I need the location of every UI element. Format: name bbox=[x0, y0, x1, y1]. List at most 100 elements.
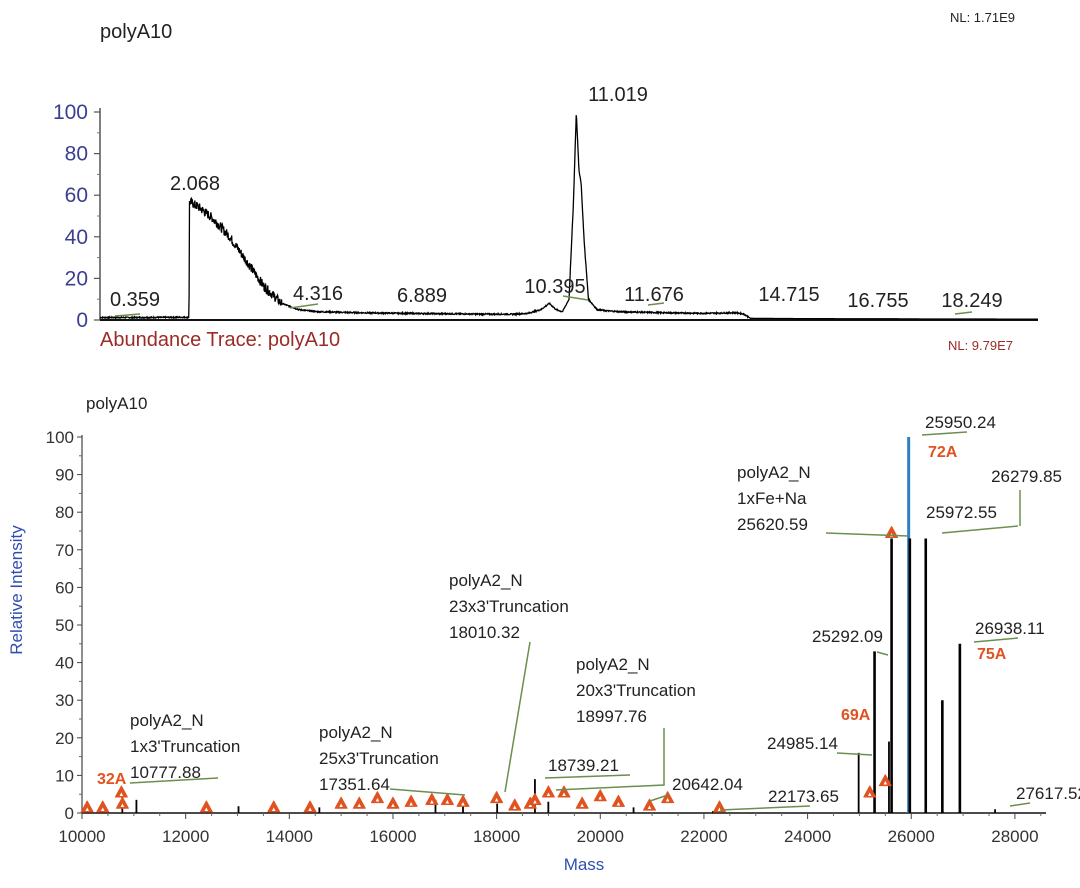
annotation-marker bbox=[404, 794, 418, 807]
annotation-leader-line bbox=[555, 728, 665, 791]
annotation-marker bbox=[643, 798, 657, 811]
annotation-marker bbox=[114, 785, 128, 798]
bottom-y-tick-label: 100 bbox=[46, 428, 74, 447]
top-y-tick-label: 40 bbox=[65, 226, 88, 249]
annotation-marker bbox=[490, 791, 504, 804]
peak-annotation-label: 24985.14 bbox=[767, 734, 838, 753]
marker-glyph: ▲ bbox=[444, 799, 450, 805]
annotation-leader-line bbox=[504, 641, 531, 793]
marker-glyph: ▲ bbox=[356, 803, 362, 809]
marker-glyph: ▲ bbox=[647, 805, 653, 811]
peak-annotation-label: 18739.21 bbox=[548, 756, 619, 775]
marker-glyph: ▲ bbox=[512, 805, 518, 811]
peak-annotation-label: 26938.11 bbox=[975, 619, 1045, 638]
peak-annotation-label: 1xFe+Na bbox=[737, 489, 807, 508]
annotation-marker bbox=[352, 796, 366, 809]
bottom-y-tick-label: 10 bbox=[55, 766, 74, 785]
annotation-marker bbox=[611, 794, 625, 807]
top-y-tick-label: 20 bbox=[65, 267, 88, 290]
annotation-marker bbox=[440, 792, 454, 805]
marker-glyph: ▲ bbox=[119, 803, 125, 809]
peak-annotation-label: polyA2_N bbox=[737, 463, 811, 482]
annotation-marker bbox=[593, 789, 607, 802]
peak-annotation-label: 20642.04 bbox=[672, 775, 743, 794]
annotation-marker bbox=[334, 796, 348, 809]
annotation-marker bbox=[370, 791, 384, 804]
bottom-x-tick-label: 28000 bbox=[991, 827, 1038, 846]
top-y-tick-label: 0 bbox=[76, 309, 88, 332]
marker-glyph: ▲ bbox=[545, 792, 551, 798]
annotation-marker bbox=[96, 800, 110, 813]
marker-glyph: ▲ bbox=[100, 807, 106, 813]
annotation-marker bbox=[456, 794, 470, 807]
annotation-marker bbox=[199, 800, 213, 813]
annotation-leader-line bbox=[719, 805, 811, 811]
peak-annotation-label: 26279.85 bbox=[991, 467, 1062, 486]
top-y-tick-label: 80 bbox=[65, 143, 88, 166]
marker-glyph: ▲ bbox=[390, 803, 396, 809]
bottom-x-tick-label: 16000 bbox=[369, 827, 416, 846]
annotation-marker bbox=[863, 785, 877, 798]
top-nl-label: NL: 1.71E9 bbox=[950, 10, 1015, 25]
marker-glyph: ▲ bbox=[597, 796, 603, 802]
marker-glyph: ▲ bbox=[460, 801, 466, 807]
marker-glyph: ▲ bbox=[615, 801, 621, 807]
bottom-x-tick-label: 24000 bbox=[784, 827, 831, 846]
bottom-y-tick-label: 40 bbox=[55, 654, 74, 673]
peak-annotation-label: 10777.88 bbox=[130, 763, 201, 782]
marker-glyph: ▲ bbox=[867, 792, 873, 798]
peak-annotation-label: 23x3'Truncation bbox=[449, 597, 569, 616]
annotation-marker bbox=[541, 785, 555, 798]
peak-annotation-label: 25972.55 bbox=[926, 503, 997, 522]
bottom-y-tick-label: 80 bbox=[55, 503, 74, 522]
peak-annotation-label: polyA2_N bbox=[130, 711, 204, 730]
bottom-x-tick-label: 22000 bbox=[680, 827, 727, 846]
annotation-marker bbox=[878, 774, 892, 787]
top-peak-label: 0.359 bbox=[110, 289, 160, 311]
peak-annotation-label: polyA2_N bbox=[319, 723, 393, 742]
bottom-x-tick-label: 14000 bbox=[266, 827, 313, 846]
top-peak-leader bbox=[954, 311, 973, 315]
marker-glyph: ▲ bbox=[307, 807, 313, 813]
peak-annotation-label: 18010.32 bbox=[449, 623, 520, 642]
annotation-marker bbox=[575, 796, 589, 809]
annotation-leader-line bbox=[389, 788, 466, 796]
bottom-x-tick-label: 12000 bbox=[162, 827, 209, 846]
top-y-tick-label: 60 bbox=[65, 184, 88, 207]
annotation-marker bbox=[661, 791, 675, 804]
annotation-leader-line bbox=[941, 525, 1019, 534]
top-peak-leader bbox=[647, 302, 665, 306]
annotation-leader-line bbox=[921, 431, 968, 436]
annotation-marker bbox=[508, 798, 522, 811]
bottom-y-tick-label: 30 bbox=[55, 691, 74, 710]
peak-annotation-tag: 69A bbox=[841, 707, 871, 724]
bottom-x-tick-label: 26000 bbox=[888, 827, 935, 846]
peak-annotation-label: 25x3'Truncation bbox=[319, 749, 439, 768]
annotation-leader-line bbox=[973, 637, 1019, 643]
marker-glyph: ▲ bbox=[118, 792, 124, 798]
annotation-marker bbox=[528, 792, 542, 805]
marker-glyph: ▲ bbox=[579, 803, 585, 809]
peak-annotation-label: 22173.65 bbox=[768, 787, 839, 806]
abundance-trace-line bbox=[99, 115, 1038, 320]
peak-annotation-label: 20x3'Truncation bbox=[576, 681, 696, 700]
top-peak-leader bbox=[114, 313, 141, 317]
annotation-marker bbox=[303, 800, 317, 813]
marker-glyph: ▲ bbox=[527, 803, 533, 809]
peak-annotation-tag: 72A bbox=[928, 444, 958, 461]
top-y-tick-label: 100 bbox=[53, 101, 88, 124]
marker-glyph: ▲ bbox=[408, 801, 414, 807]
annotation-leader-line bbox=[876, 651, 889, 656]
peak-annotation-label: 27617.52 bbox=[1016, 784, 1080, 803]
x-axis-title: Mass bbox=[564, 855, 605, 874]
marker-glyph: ▲ bbox=[665, 798, 671, 804]
annotation-marker bbox=[115, 796, 129, 809]
peak-annotation-tag: 75A bbox=[977, 646, 1007, 663]
bottom-y-tick-label: 20 bbox=[55, 729, 74, 748]
top-peak-label: 11.676 bbox=[624, 284, 684, 306]
annotation-marker bbox=[557, 785, 571, 798]
bottom-nl-label: NL: 9.79E7 bbox=[948, 338, 1013, 353]
marker-glyph: ▲ bbox=[338, 803, 344, 809]
top-peak-label: 4.316 bbox=[293, 283, 343, 305]
